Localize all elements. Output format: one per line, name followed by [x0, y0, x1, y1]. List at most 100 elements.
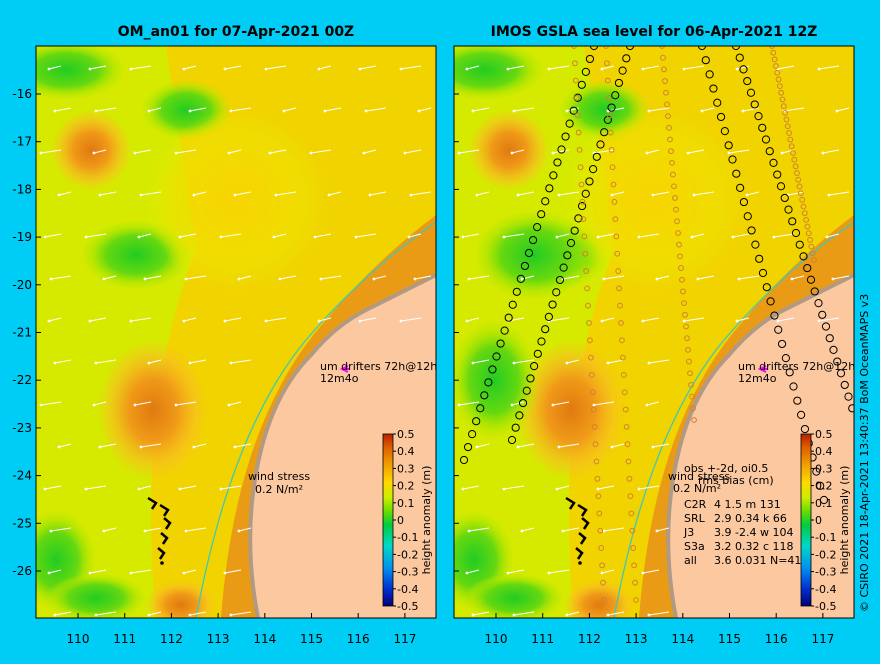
wind-arrow	[611, 191, 625, 196]
wind-arrow	[728, 149, 750, 154]
wind-arrow-head	[282, 109, 286, 113]
wind-arrow	[318, 65, 332, 70]
stats-values: 2.9 0.34 k 66	[714, 512, 787, 525]
colorbar-tick-label: -0.3	[397, 566, 418, 579]
isobath-line	[195, 221, 436, 618]
wind-arrow-head	[98, 193, 102, 197]
altimetry-obs	[687, 370, 693, 377]
wind-arrow	[48, 317, 62, 322]
wind-arrow	[826, 233, 840, 238]
wind-arrow	[283, 107, 297, 112]
altimetry-obs	[604, 77, 611, 84]
altimetry-obs	[803, 263, 812, 273]
altimetry-obs	[548, 300, 557, 309]
altimetry-obs	[669, 159, 675, 166]
wind-arrow	[787, 191, 805, 196]
altimetry-obs	[618, 320, 624, 326]
y-tick-label: -24	[12, 469, 32, 483]
wind-arrow-head	[735, 67, 739, 71]
wind-arrow	[607, 611, 625, 616]
wind-arrow	[562, 275, 580, 280]
wind-arrow	[230, 107, 252, 112]
wind-arrow-head	[686, 151, 690, 155]
colorbar-tick-label: -0.5	[815, 600, 836, 613]
wind-arrow	[818, 65, 840, 70]
wind-arrow	[701, 107, 715, 112]
wind-arrow-head	[512, 361, 516, 365]
wind-arrow-head	[223, 67, 227, 71]
wind-arrow-head	[520, 277, 524, 281]
wind-arrow-head	[510, 151, 514, 155]
wind-arrow-head	[606, 361, 610, 365]
wind-arrow	[404, 149, 422, 154]
wind-arrow	[58, 443, 72, 448]
altimetry-obs	[480, 391, 489, 400]
x-tick-label: 115	[718, 632, 741, 646]
left-drifter-sub: 12m4o	[320, 372, 359, 385]
wind-arrow-head	[417, 109, 421, 113]
x-tick-label: 110	[67, 632, 90, 646]
altimetry-obs	[684, 335, 690, 342]
altimetry-obs	[833, 357, 842, 366]
wind-arrow-head	[147, 109, 151, 113]
wind-arrow-head	[413, 277, 417, 281]
left-y-axis: -16 -17 -18 -19 -20 -21 -22 -23 -24 -25 -26	[12, 87, 41, 578]
wind-arrow	[736, 65, 750, 70]
wind-arrow-head	[84, 487, 88, 491]
wind-arrow-head	[606, 613, 610, 617]
wind-arrow	[414, 275, 432, 280]
stats-sat: C2R	[684, 498, 707, 511]
altimetry-obs	[681, 300, 687, 307]
wind-arrow-head	[188, 613, 192, 617]
wind-arrow-head	[49, 277, 53, 281]
colorbar-tick-label: 0.1	[397, 497, 415, 510]
eddy	[146, 110, 326, 290]
wind-arrow	[466, 65, 480, 70]
altimetry-obs	[821, 322, 831, 331]
altimetry-obs	[794, 170, 800, 176]
eddy	[469, 110, 549, 190]
wind-arrow-head	[229, 361, 233, 365]
altimetry-obs	[720, 127, 729, 136]
wind-arrow-head	[174, 151, 178, 155]
wind-arrow	[310, 149, 332, 154]
altimetry-obs	[751, 240, 760, 249]
stats-values: 3.2 0.32 c 118	[714, 540, 794, 553]
altimetry-obs	[785, 368, 794, 377]
panel-frame	[453, 45, 855, 619]
wind-arrow-head	[467, 529, 471, 533]
wind-arrow-head	[219, 487, 223, 491]
wind-arrow-head	[610, 445, 614, 449]
wind-arrow-head	[645, 151, 649, 155]
wind-arrow-head	[84, 235, 88, 239]
right-x-axis: 110 111 112 113 114 115 116 117	[485, 613, 834, 646]
colorbar-tick-label: 0.3	[397, 462, 415, 475]
altimetry-obs	[773, 170, 782, 179]
wind-arrow	[185, 527, 207, 532]
altimetry-obs	[800, 424, 810, 434]
x-tick-label: 111	[113, 632, 136, 646]
altimetry-obs	[569, 106, 578, 115]
wind-arrow	[314, 233, 332, 238]
colorbar-tick-label: -0.2	[815, 548, 836, 561]
altimetry-obs	[784, 205, 793, 214]
altimetry-obs	[812, 467, 821, 476]
altimetry-obs	[790, 150, 796, 156]
wind-arrow-head	[467, 277, 471, 281]
altimetry-obs	[600, 579, 606, 586]
wind-arrow	[552, 149, 570, 154]
wind-arrow	[44, 233, 62, 238]
altimetry-obs	[585, 302, 591, 309]
wind-arrow	[458, 401, 480, 406]
altimetry-obs	[500, 326, 509, 335]
altimetry-obs	[788, 217, 797, 226]
wind-arrow-head	[817, 67, 821, 71]
wind-arrow	[175, 401, 197, 406]
wind-arrow-head	[399, 67, 403, 71]
altimetry-obs	[606, 112, 613, 119]
wind-arrow-head	[147, 613, 151, 617]
wind-arrow-head	[403, 151, 407, 155]
altimetry-obs	[609, 164, 616, 171]
altimetry-obs	[778, 89, 785, 96]
